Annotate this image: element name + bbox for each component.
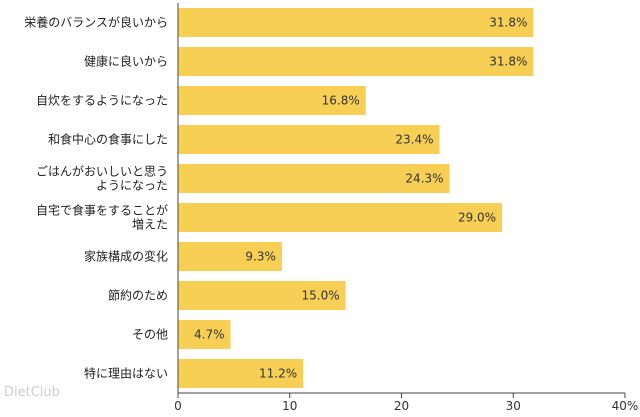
category-label: 自宅で食事をすることが増えた: [36, 203, 168, 232]
category-label: ごはんがおいしいと思うようになった: [36, 164, 168, 193]
category-label: 栄養のバランスが良いから: [24, 15, 168, 30]
data-label: 11.2%: [259, 367, 297, 381]
data-label: 31.8%: [489, 55, 527, 69]
bar: [178, 203, 503, 232]
x-tick-label: 40%: [612, 399, 639, 413]
bar: [178, 47, 534, 76]
x-tick-label: 20: [394, 399, 409, 413]
category-label: 健康に良いから: [84, 54, 168, 69]
category-label: その他: [132, 328, 168, 342]
x-tick-label: 30: [506, 399, 521, 413]
data-label: 16.8%: [322, 94, 360, 108]
category-label: 節約のため: [108, 288, 168, 303]
bar: [178, 164, 450, 193]
data-label: 29.0%: [458, 211, 496, 225]
category-label: 特に理由はない: [84, 366, 168, 381]
x-tick-label: 10: [282, 399, 297, 413]
bar: [178, 242, 282, 271]
bar: [178, 8, 534, 37]
bar: [178, 359, 304, 388]
bar: [178, 281, 346, 310]
data-label: 31.8%: [489, 16, 527, 30]
category-label: 家族構成の変化: [84, 249, 168, 264]
bar: [178, 86, 366, 115]
data-label: 9.3%: [245, 250, 276, 264]
category-label: 和食中心の食事にした: [48, 132, 168, 147]
bar: [178, 320, 231, 349]
data-label: 24.3%: [405, 172, 443, 186]
watermark-logo: DietClub: [4, 385, 60, 400]
data-label: 4.7%: [194, 328, 225, 342]
bar: [178, 125, 440, 154]
category-label: 自炊をするようになった: [36, 94, 168, 108]
data-label: 15.0%: [302, 289, 340, 303]
x-tick-label: 0: [174, 399, 182, 413]
data-label: 23.4%: [395, 133, 433, 147]
